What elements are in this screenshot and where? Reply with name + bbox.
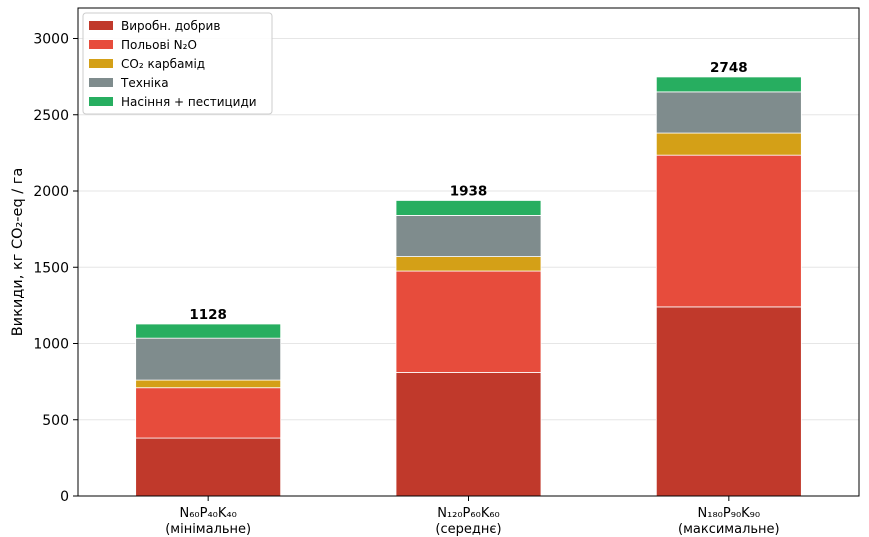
x-tick-label: N₆₀P₄₀K₄₀ bbox=[179, 506, 236, 521]
bar-segment bbox=[135, 387, 282, 439]
y-tick-label: 500 bbox=[42, 413, 69, 429]
y-tick-label: 3000 bbox=[33, 32, 69, 48]
legend-box bbox=[82, 12, 273, 115]
bars-layer bbox=[135, 76, 802, 497]
y-tick-label: 0 bbox=[60, 489, 69, 505]
x-tick-label: (максимальне) bbox=[678, 522, 780, 537]
bar-segment bbox=[655, 76, 802, 93]
y-tick-label: 2500 bbox=[33, 108, 69, 124]
bar-segment bbox=[395, 200, 542, 216]
bar-total-label: 1128 bbox=[189, 307, 227, 323]
labels-layer: 1128 1938 2748 bbox=[189, 60, 747, 323]
bar-segment bbox=[655, 306, 802, 497]
bar-segment bbox=[395, 372, 542, 497]
bar-segment bbox=[655, 91, 802, 134]
axes-layer: 0 500 1000 1500 2000 2500 3000 N₆₀P₄₀K₄₀(мініма… bbox=[10, 7, 860, 537]
legend-swatch bbox=[89, 59, 113, 68]
legend-label: Виробн. добрив bbox=[121, 19, 220, 33]
x-tick-label: N₁₈₀P₉₀K₉₀ bbox=[698, 506, 761, 521]
bar-segment bbox=[655, 154, 802, 308]
y-tick-label: 2000 bbox=[33, 184, 69, 200]
bar-segment bbox=[135, 323, 282, 339]
legend-swatch bbox=[89, 78, 113, 87]
axes-frame bbox=[77, 7, 860, 497]
bar-segment bbox=[135, 379, 282, 389]
legend-swatch bbox=[89, 40, 113, 49]
y-tick-label: 1000 bbox=[33, 337, 69, 353]
legend-label: CO₂ карбамід bbox=[121, 57, 205, 71]
bar-segment bbox=[135, 437, 282, 497]
x-tick-label: N₁₂₀P₆₀K₆₀ bbox=[437, 506, 500, 521]
bar-segment bbox=[395, 270, 542, 373]
bar-segment bbox=[395, 256, 542, 272]
bar-segment bbox=[395, 214, 542, 257]
legend-label: Техніка bbox=[120, 76, 169, 90]
x-tick-label: (середнє) bbox=[435, 522, 501, 537]
y-axis-label: Викиди, кг CO₂-eq / га bbox=[10, 168, 26, 337]
bar-segment bbox=[135, 337, 282, 381]
x-tick-label: (мінімальне) bbox=[165, 522, 251, 537]
legend: Виробн. добрив Польові N₂O CO₂ карбамід Тех… bbox=[82, 12, 273, 115]
legend-swatch bbox=[89, 21, 113, 30]
bar-segment bbox=[655, 132, 802, 156]
bar-total-label: 1938 bbox=[450, 183, 488, 199]
y-tick-label: 1500 bbox=[33, 260, 69, 276]
bar-total-label: 2748 bbox=[710, 60, 748, 76]
legend-swatch bbox=[89, 97, 113, 106]
legend-label: Польові N₂O bbox=[121, 38, 197, 52]
legend-label: Насіння + пестициди bbox=[121, 95, 257, 109]
